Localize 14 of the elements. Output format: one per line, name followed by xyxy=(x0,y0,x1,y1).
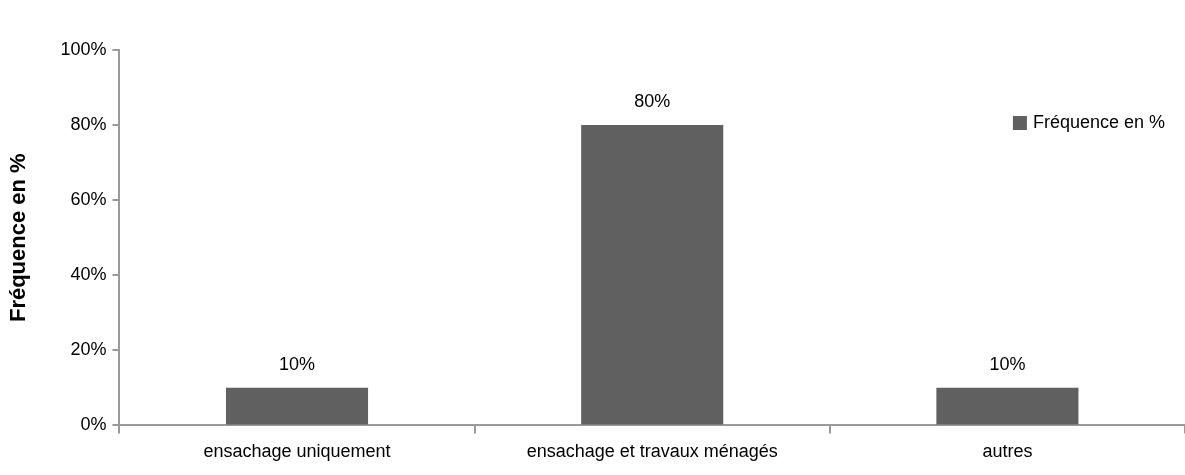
data-label: 10% xyxy=(279,353,316,374)
y-tick-label: 80% xyxy=(70,114,107,135)
y-tick-label: 40% xyxy=(70,264,107,285)
data-label: 10% xyxy=(989,353,1026,374)
y-axis-title: Fréquence en % xyxy=(5,153,31,323)
data-label: 80% xyxy=(634,91,671,112)
y-tick-label: 20% xyxy=(70,339,107,360)
x-tick-label: ensachage uniquement xyxy=(203,441,391,462)
x-tick-label: ensachage et travaux ménagés xyxy=(526,441,778,462)
legend-label: Fréquence en % xyxy=(1032,111,1166,132)
x-tick-label: autres xyxy=(982,441,1033,462)
y-tick-label: 0% xyxy=(80,414,107,435)
y-tick-label: 100% xyxy=(60,38,107,59)
y-tick-label: 60% xyxy=(70,189,107,210)
